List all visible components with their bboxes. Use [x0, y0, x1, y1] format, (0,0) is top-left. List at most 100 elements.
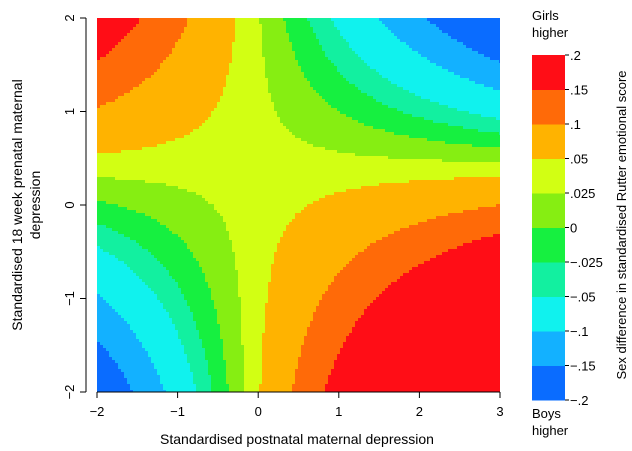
surface-cell	[136, 159, 140, 163]
surface-cell	[139, 48, 143, 52]
surface-cell	[145, 219, 149, 223]
surface-cell	[124, 36, 128, 40]
surface-cell	[127, 177, 131, 181]
surface-cell	[145, 96, 149, 100]
surface-cell	[97, 177, 101, 181]
surface-cell	[160, 225, 164, 229]
surface-cell	[112, 162, 116, 166]
surface-cell	[118, 351, 122, 355]
surface-cell	[136, 156, 140, 160]
surface-cell	[118, 150, 122, 154]
surface-cell	[133, 96, 137, 100]
surface-cell	[115, 294, 119, 298]
surface-cell	[103, 381, 107, 385]
surface-cell	[136, 78, 140, 82]
surface-cell	[133, 141, 137, 145]
surface-cell	[124, 237, 128, 241]
surface-cell	[97, 294, 101, 298]
surface-cell	[97, 18, 101, 22]
surface-cell	[139, 180, 143, 184]
surface-cell	[118, 114, 122, 118]
surface-cell	[121, 339, 125, 343]
surface-cell	[109, 216, 113, 220]
surface-cell	[103, 387, 107, 391]
surface-cell	[112, 39, 116, 43]
surface-cell	[148, 195, 152, 199]
surface-cell	[103, 210, 107, 214]
surface-cell	[115, 240, 119, 244]
surface-cell	[106, 39, 110, 43]
surface-cell	[112, 333, 116, 337]
surface-cell	[148, 207, 152, 211]
surface-cell	[130, 39, 134, 43]
surface-cell	[121, 51, 125, 55]
surface-cell	[160, 165, 164, 169]
surface-cell	[115, 201, 119, 205]
surface-cell	[109, 138, 113, 142]
surface-cell	[130, 24, 134, 28]
surface-cell	[112, 339, 116, 343]
surface-cell	[151, 210, 155, 214]
surface-cell	[112, 186, 116, 190]
surface-cell	[142, 177, 146, 181]
surface-cell	[142, 312, 146, 316]
surface-cell	[136, 198, 140, 202]
surface-cell	[136, 114, 140, 118]
surface-cell	[121, 312, 125, 316]
surface-cell	[145, 261, 149, 265]
surface-cell	[106, 339, 110, 343]
surface-cell	[106, 372, 110, 376]
surface-cell	[163, 165, 167, 169]
surface-cell	[154, 288, 158, 292]
surface-cell	[100, 24, 104, 28]
surface-cell	[118, 63, 122, 67]
surface-cell	[112, 291, 116, 295]
surface-cell	[145, 165, 149, 169]
surface-cell	[130, 390, 134, 392]
surface-cell	[133, 324, 137, 328]
surface-cell	[106, 216, 110, 220]
surface-cell	[112, 324, 116, 328]
surface-cell	[136, 276, 140, 280]
surface-cell	[139, 309, 143, 313]
surface-cell	[151, 30, 155, 34]
surface-cell	[121, 57, 125, 61]
surface-cell	[121, 390, 125, 392]
surface-cell	[124, 159, 128, 163]
surface-cell	[160, 252, 164, 256]
surface-cell	[100, 69, 104, 73]
surface-cell	[127, 102, 131, 106]
surface-cell	[130, 318, 134, 322]
surface-cell	[148, 192, 152, 196]
surface-cell	[139, 57, 143, 61]
surface-cell	[115, 96, 119, 100]
surface-cell	[154, 387, 158, 391]
surface-cell	[118, 129, 122, 133]
surface-cell	[124, 222, 128, 226]
surface-cell	[103, 339, 107, 343]
surface-cell	[100, 111, 104, 115]
surface-cell	[157, 54, 161, 58]
surface-cell	[112, 171, 116, 175]
surface-cell	[103, 243, 107, 247]
surface-cell	[130, 369, 134, 373]
surface-cell	[142, 321, 146, 325]
surface-cell	[154, 198, 158, 202]
surface-cell	[157, 360, 161, 364]
surface-cell	[130, 42, 134, 46]
surface-cell	[160, 81, 164, 85]
surface-cell	[115, 336, 119, 340]
surface-cell	[127, 189, 131, 193]
surface-cell	[160, 231, 164, 235]
surface-cell	[130, 54, 134, 58]
surface-cell	[121, 318, 125, 322]
surface-cell	[130, 327, 134, 331]
surface-cell	[151, 315, 155, 319]
surface-cell	[97, 192, 101, 196]
surface-cell	[142, 36, 146, 40]
surface-cell	[148, 249, 152, 253]
surface-cell	[130, 123, 134, 127]
surface-cell	[124, 99, 128, 103]
surface-cell	[157, 387, 161, 391]
surface-cell	[157, 285, 161, 289]
